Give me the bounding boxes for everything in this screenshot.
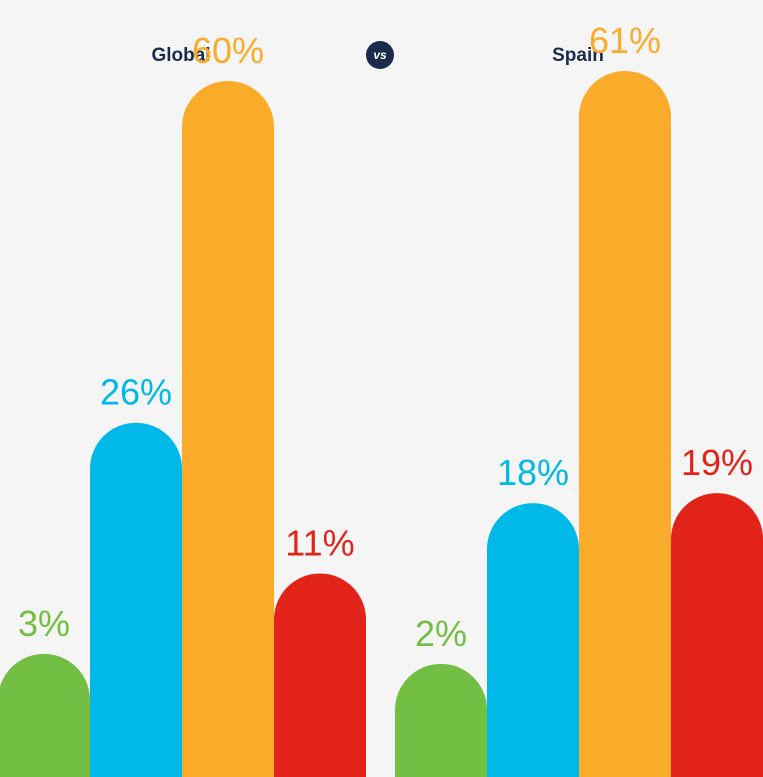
value-labels-layer: 3% 26% 60% 11% 2% 18% 61% 19% xyxy=(18,20,753,654)
value-label-global-3: 60% xyxy=(192,30,264,71)
title-global: Global xyxy=(151,45,210,66)
bar-spain-1 xyxy=(395,663,488,777)
bar-global-1 xyxy=(0,653,90,777)
value-label-spain-1: 2% xyxy=(415,613,467,654)
value-label-spain-2: 18% xyxy=(497,452,569,493)
value-label-global-2: 26% xyxy=(100,372,172,413)
title-spain: Spain xyxy=(552,45,604,66)
bar-global-2 xyxy=(90,422,182,777)
bars-layer xyxy=(0,70,763,777)
vs-label: vs xyxy=(373,48,387,62)
bar-spain-2 xyxy=(487,503,579,777)
bar-spain-4 xyxy=(671,493,763,777)
vs-badge-circle xyxy=(366,41,394,69)
value-label-global-4: 11% xyxy=(285,522,354,563)
bar-global-3 xyxy=(182,81,274,777)
bar-global-4 xyxy=(274,573,366,777)
value-label-spain-3: 61% xyxy=(589,20,661,61)
bar-spain-3 xyxy=(579,70,671,777)
value-label-global-1: 3% xyxy=(18,603,70,644)
vs-badge: vs xyxy=(366,41,394,69)
value-label-spain-4: 19% xyxy=(681,442,753,483)
